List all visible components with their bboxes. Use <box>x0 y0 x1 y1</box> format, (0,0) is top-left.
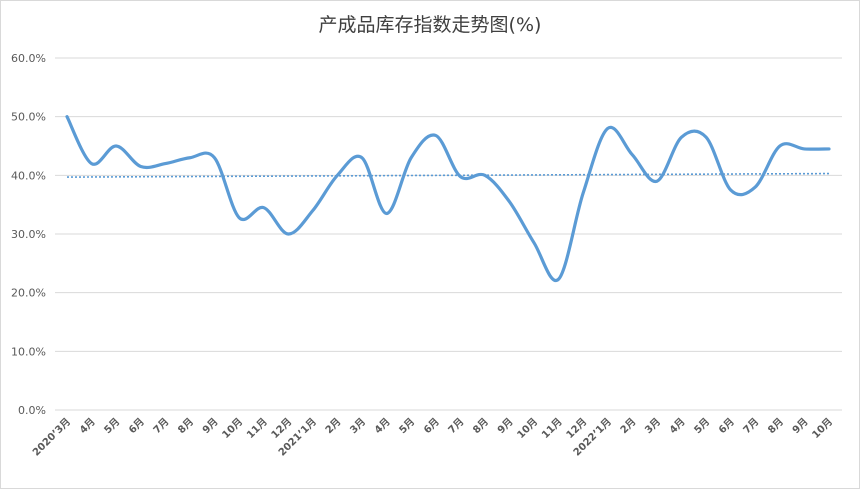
data-point <box>164 162 167 165</box>
x-tick-label: 6月 <box>126 416 146 436</box>
x-tick-label: 2月 <box>323 416 343 436</box>
x-tick-label: 11月 <box>539 416 564 441</box>
data-point <box>828 147 831 150</box>
data-point <box>754 186 757 189</box>
trendline <box>66 172 830 178</box>
y-tick-label: 20.0% <box>11 287 46 300</box>
data-point <box>311 209 314 212</box>
data-point <box>90 162 93 165</box>
series-line <box>65 115 831 283</box>
y-axis: 0.0% 10.0% 20.0% 30.0% 40.0% 50.0% 60.0% <box>11 52 46 417</box>
x-tick-label: 9月 <box>495 416 515 436</box>
x-tick-label: 4月 <box>667 416 687 436</box>
data-point <box>115 145 118 148</box>
data-point <box>188 156 191 159</box>
x-tick-label: 4月 <box>77 416 97 436</box>
x-tick-label: 9月 <box>790 416 810 436</box>
x-tick-label: 2020’3月 <box>30 416 73 459</box>
y-tick-label: 50.0% <box>11 111 46 124</box>
data-point <box>385 212 388 215</box>
data-point <box>262 206 265 209</box>
data-point <box>336 174 339 177</box>
data-point <box>631 153 634 156</box>
x-tick-label: 10月 <box>220 416 245 441</box>
x-tick-label: 10月 <box>515 416 540 441</box>
y-tick-label: 60.0% <box>11 52 46 65</box>
trendline-line <box>66 172 830 178</box>
data-point <box>483 174 486 177</box>
x-tick-label: 8月 <box>176 416 196 436</box>
x-tick-label: 3月 <box>643 416 663 436</box>
data-point <box>680 136 683 139</box>
data-point <box>139 165 142 168</box>
x-tick-label: 9月 <box>200 416 220 436</box>
data-point <box>213 156 216 159</box>
data-point <box>778 145 781 148</box>
x-tick-label: 4月 <box>372 416 392 436</box>
x-tick-label: 10月 <box>810 416 835 441</box>
gridlines <box>55 57 842 411</box>
series-group <box>65 115 831 283</box>
y-tick-label: 40.0% <box>11 169 46 182</box>
data-point <box>606 127 609 130</box>
y-tick-label: 10.0% <box>11 345 46 358</box>
x-tick-label: 11月 <box>244 416 269 441</box>
x-tick-label: 5月 <box>692 416 712 436</box>
data-point <box>508 200 511 203</box>
data-point <box>360 156 363 159</box>
x-tick-label: 7月 <box>446 416 466 436</box>
x-tick-label: 3月 <box>348 416 368 436</box>
data-point <box>705 136 708 139</box>
data-point <box>803 147 806 150</box>
data-point <box>533 241 536 244</box>
x-tick-label: 6月 <box>716 416 736 436</box>
data-point <box>238 216 241 219</box>
data-point <box>287 233 290 236</box>
data-point <box>459 175 462 178</box>
x-tick-label: 2月 <box>618 416 638 436</box>
x-tick-label: 5月 <box>102 416 122 436</box>
x-tick-label: 7月 <box>151 416 171 436</box>
data-point <box>66 115 69 118</box>
y-tick-label: 30.0% <box>11 228 46 241</box>
x-tick-label: 5月 <box>397 416 417 436</box>
data-point <box>557 278 560 281</box>
y-tick-label: 0.0% <box>18 404 46 417</box>
data-point <box>729 189 732 192</box>
x-tick-label: 8月 <box>471 416 491 436</box>
x-tick-label: 6月 <box>421 416 441 436</box>
data-point <box>655 180 658 183</box>
chart-title: 产成品库存指数走势图(%) <box>318 14 542 36</box>
x-tick-label: 8月 <box>765 416 785 436</box>
data-point <box>410 156 413 159</box>
x-tick-label: 7月 <box>741 416 761 436</box>
data-point <box>434 134 437 137</box>
data-point <box>582 191 585 194</box>
